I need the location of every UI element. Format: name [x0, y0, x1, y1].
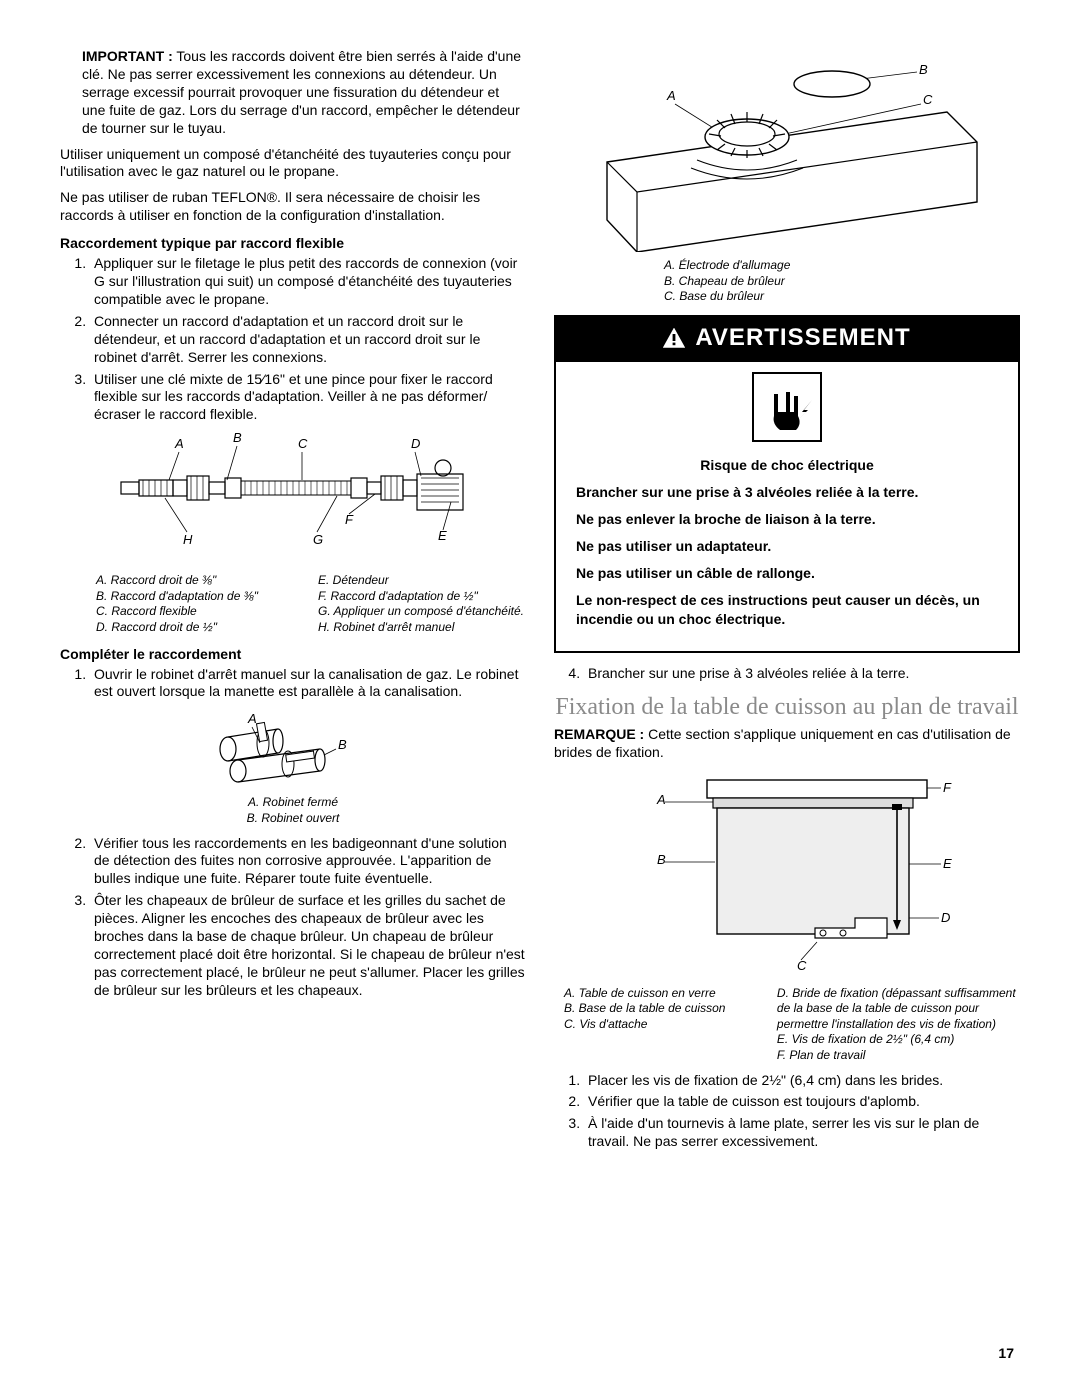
diagram-valve-caption: A. Robinet fermé B. Robinet ouvert: [60, 795, 526, 826]
list-item: Ouvrir le robinet d'arrêt manuel sur la …: [90, 666, 526, 702]
warning-line: Ne pas utiliser un câble de rallonge.: [576, 564, 998, 583]
sub-heading-1: Raccordement typique par raccord flexibl…: [60, 235, 526, 253]
svg-text:F: F: [943, 780, 952, 795]
diagram-burner-caption: A. Électrode d'allumage B. Chapeau de br…: [554, 258, 1020, 305]
svg-text:A: A: [666, 88, 676, 103]
important-label: IMPORTANT :: [82, 48, 173, 64]
warning-line: Le non-respect de ces instructions peut …: [576, 591, 998, 629]
svg-text:E: E: [943, 856, 952, 871]
svg-text:A: A: [247, 711, 257, 726]
list-item: Utiliser une clé mixte de 15⁄16" et une …: [90, 371, 526, 425]
list-raccordement: Appliquer sur le filetage le plus petit …: [60, 255, 526, 424]
svg-text:C: C: [797, 958, 807, 973]
warning-body: Risque de choc électrique Brancher sur u…: [556, 452, 1018, 650]
diagram-connector-caption: A. Raccord droit de ⅜" B. Raccord d'adap…: [60, 573, 526, 635]
list-fixation: Placer les vis de fixation de 2½" (6,4 c…: [554, 1072, 1020, 1152]
list-item: Brancher sur une prise à 3 alvéoles reli…: [584, 665, 1020, 683]
remarque-label: REMARQUE :: [554, 726, 644, 742]
list-item: Connecter un raccord d'adaptation et un …: [90, 313, 526, 367]
svg-text:B: B: [657, 852, 666, 867]
remarque-paragraph: REMARQUE : Cette section s'applique uniq…: [554, 726, 1020, 762]
list-item: Vérifier tous les raccordements en les b…: [90, 835, 526, 889]
list-item: Ôter les chapeaux de brûleur de surface …: [90, 892, 526, 999]
para-compound: Utiliser uniquement un composé d'étanché…: [60, 146, 526, 182]
warning-line: Ne pas utiliser un adaptateur.: [576, 537, 998, 556]
svg-text:G: G: [313, 532, 323, 547]
list-item: Appliquer sur le filetage le plus petit …: [90, 255, 526, 309]
important-paragraph: IMPORTANT : Tous les raccords doivent êt…: [60, 48, 526, 138]
diagram-valve: A B: [60, 709, 526, 789]
svg-text:D: D: [411, 436, 420, 451]
page-number: 17: [998, 1345, 1014, 1361]
warning-header: AVERTISSEMENT: [556, 317, 1018, 362]
right-column: A B C: [554, 48, 1020, 1357]
diagram-clamp-caption: A. Table de cuisson en verre B. Base de …: [554, 986, 1020, 1064]
list-completer-cont: Vérifier tous les raccordements en les b…: [60, 835, 526, 1000]
list-plug: Brancher sur une prise à 3 alvéoles reli…: [554, 665, 1020, 683]
svg-text:E: E: [438, 528, 447, 543]
diagram-burner: A B C: [554, 52, 1020, 252]
section-title-fixation: Fixation de la table de cuisson au plan …: [554, 695, 1020, 720]
svg-text:B: B: [919, 62, 928, 77]
shock-icon: [556, 362, 1018, 453]
warning-triangle-icon: [663, 328, 685, 348]
list-completer: Ouvrir le robinet d'arrêt manuel sur la …: [60, 666, 526, 702]
svg-text:F: F: [345, 512, 354, 527]
svg-text:D: D: [941, 910, 950, 925]
list-item: Vérifier que la table de cuisson est tou…: [584, 1093, 1020, 1111]
left-column: IMPORTANT : Tous les raccords doivent êt…: [60, 48, 526, 1357]
warning-box: AVERTISSEMENT Risque de choc électrique …: [554, 315, 1020, 653]
diagram-clamp: A B C D E F: [554, 770, 1020, 980]
para-teflon: Ne pas utiliser de ruban TEFLON®. Il ser…: [60, 189, 526, 225]
warning-line: Brancher sur une prise à 3 alvéoles reli…: [576, 483, 998, 502]
warning-line: Risque de choc électrique: [576, 456, 998, 475]
list-item: Placer les vis de fixation de 2½" (6,4 c…: [584, 1072, 1020, 1090]
svg-text:H: H: [183, 532, 193, 547]
warning-line: Ne pas enlever la broche de liaison à la…: [576, 510, 998, 529]
list-item: À l'aide d'un tournevis à lame plate, se…: [584, 1115, 1020, 1151]
sub-heading-2: Compléter le raccordement: [60, 646, 526, 664]
svg-text:B: B: [233, 432, 242, 445]
svg-text:A: A: [174, 436, 184, 451]
svg-text:C: C: [923, 92, 933, 107]
svg-text:B: B: [338, 737, 347, 752]
svg-text:A: A: [656, 792, 666, 807]
warning-title: AVERTISSEMENT: [695, 323, 910, 354]
diagram-connector: A B C D E F G H: [60, 432, 526, 567]
svg-text:C: C: [298, 436, 308, 451]
